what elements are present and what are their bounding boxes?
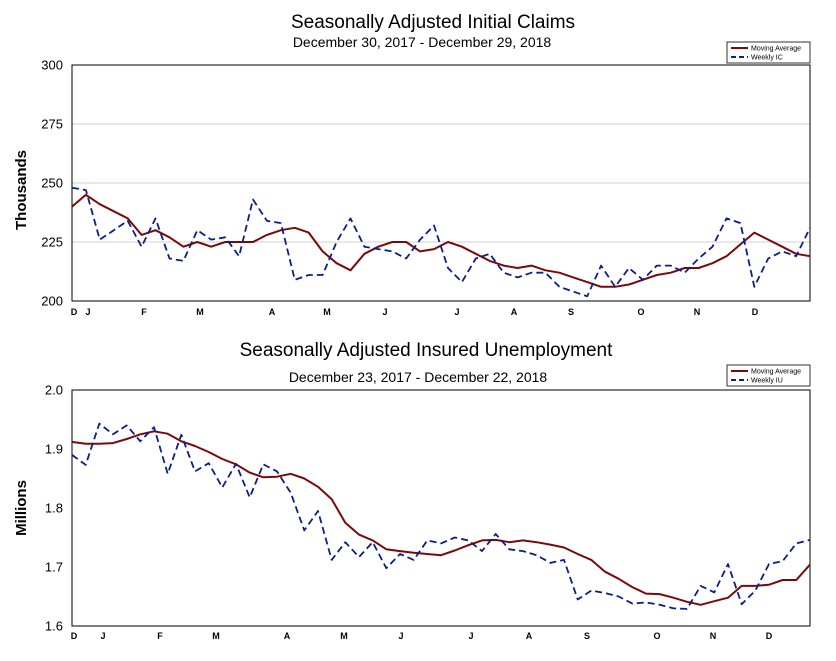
x-tick-label: J [398, 631, 403, 641]
chart1-plot-frame [71, 64, 811, 302]
x-tick-label: M [323, 307, 331, 317]
x-tick-label: F [141, 307, 147, 317]
x-tick-label: F [157, 631, 163, 641]
x-tick-label: J [454, 307, 459, 317]
x-tick-label: D [766, 631, 773, 641]
chart2-legend: Moving Average Weekly IU [726, 364, 811, 387]
x-tick-label: A [526, 631, 533, 641]
chart1-legend-weekly-label: Weekly IC [751, 55, 783, 62]
x-tick-label: S [584, 631, 590, 641]
x-tick-label: A [511, 307, 518, 317]
chart2-legend-ma-label: Moving Average [751, 369, 801, 376]
y-tick-label: 1.8 [45, 501, 63, 516]
x-tick-label: N [710, 631, 717, 641]
x-tick-label: M [212, 631, 220, 641]
x-tick-label: O [653, 631, 660, 641]
chart2-y-tick-labels: 1.6 1.7 1.8 1.9 2.0 [45, 383, 63, 634]
x-tick-label: O [637, 307, 644, 317]
chart2-y-axis-label: Millions [13, 480, 30, 536]
weekly-series-line [71, 186, 811, 298]
moving-average-series-line [71, 430, 811, 606]
chart2-plot-frame [71, 389, 811, 627]
y-tick-label: 200 [41, 294, 63, 309]
x-tick-label: M [196, 307, 204, 317]
x-tick-label: A [284, 631, 291, 641]
x-tick-label: S [568, 307, 574, 317]
y-tick-label: 1.7 [45, 560, 63, 575]
chart1-legend: Moving Average Weekly IC [726, 41, 811, 64]
y-tick-label: 1.9 [45, 442, 63, 457]
chart1-legend-ma-label: Moving Average [751, 46, 801, 53]
chart2-subtitle: December 23, 2017 - December 22, 2018 [289, 369, 548, 385]
x-tick-label: J [100, 631, 105, 641]
moving-average-series-line [71, 193, 811, 288]
x-tick-label: D [752, 307, 759, 317]
y-tick-label: 300 [41, 58, 63, 73]
x-tick-label: M [340, 631, 348, 641]
chart1-y-axis-label: Thousands [13, 150, 30, 230]
y-tick-label: 275 [41, 117, 63, 132]
chart2-legend-weekly-label: Weekly IU [751, 378, 783, 385]
chart2-title: Seasonally Adjusted Insured Unemployment [240, 340, 614, 361]
chart1-series [71, 186, 811, 298]
x-tick-label: J [85, 307, 90, 317]
y-tick-label: 1.6 [45, 619, 63, 634]
chart1-subtitle: December 30, 2017 - December 29, 2018 [293, 34, 552, 50]
x-tick-label: A [269, 307, 276, 317]
initial-claims-chart: Seasonally Adjusted Initial Claims Decem… [13, 12, 811, 317]
insured-unemployment-chart: Seasonally Adjusted Insured Unemployment… [13, 340, 811, 641]
chart1-title: Seasonally Adjusted Initial Claims [291, 12, 575, 33]
weekly-series-line [71, 422, 811, 610]
x-tick-label: J [468, 631, 473, 641]
x-tick-label: N [694, 307, 701, 317]
x-tick-label: D [71, 631, 78, 641]
y-tick-label: 225 [41, 235, 63, 250]
y-tick-label: 250 [41, 176, 63, 191]
y-tick-label: 2.0 [45, 383, 63, 398]
x-tick-label: J [382, 307, 387, 317]
x-tick-label: D [71, 307, 78, 317]
chart2-series [71, 422, 811, 610]
chart1-gridlines [72, 123, 810, 243]
chart1-y-tick-labels: 200 225 250 275 300 [41, 58, 63, 309]
